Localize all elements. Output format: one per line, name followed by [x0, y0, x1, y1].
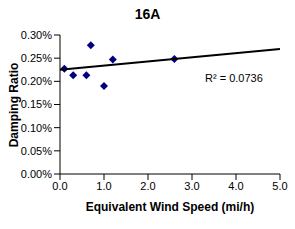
svg-text:1.0: 1.0	[96, 180, 111, 192]
svg-text:0.20%: 0.20%	[21, 75, 52, 87]
html-text:Equivalent Wind Speed (mi/h): Equivalent Wind Speed (mi/h)	[85, 200, 255, 214]
svg-text:3.0: 3.0	[184, 180, 199, 192]
svg-text:2.0: 2.0	[140, 180, 155, 192]
svg-text:4.0: 4.0	[228, 180, 243, 192]
svg-text:0.25%: 0.25%	[21, 52, 52, 64]
svg-text:0.0: 0.0	[52, 180, 67, 192]
svg-text:0.05%: 0.05%	[21, 145, 52, 157]
html-text:Damping Ratio: Damping Ratio	[7, 62, 21, 148]
svg-text:0.15%: 0.15%	[21, 98, 52, 110]
svg-text:0.30%: 0.30%	[21, 29, 52, 41]
svg-text:0.10%: 0.10%	[21, 122, 52, 134]
html-text:R² = 0.0736: R² = 0.0736	[205, 72, 263, 84]
svg-text:0.00%: 0.00%	[21, 168, 52, 180]
html-text:16A: 16A	[134, 6, 161, 22]
svg-text:5.0: 5.0	[272, 180, 287, 192]
